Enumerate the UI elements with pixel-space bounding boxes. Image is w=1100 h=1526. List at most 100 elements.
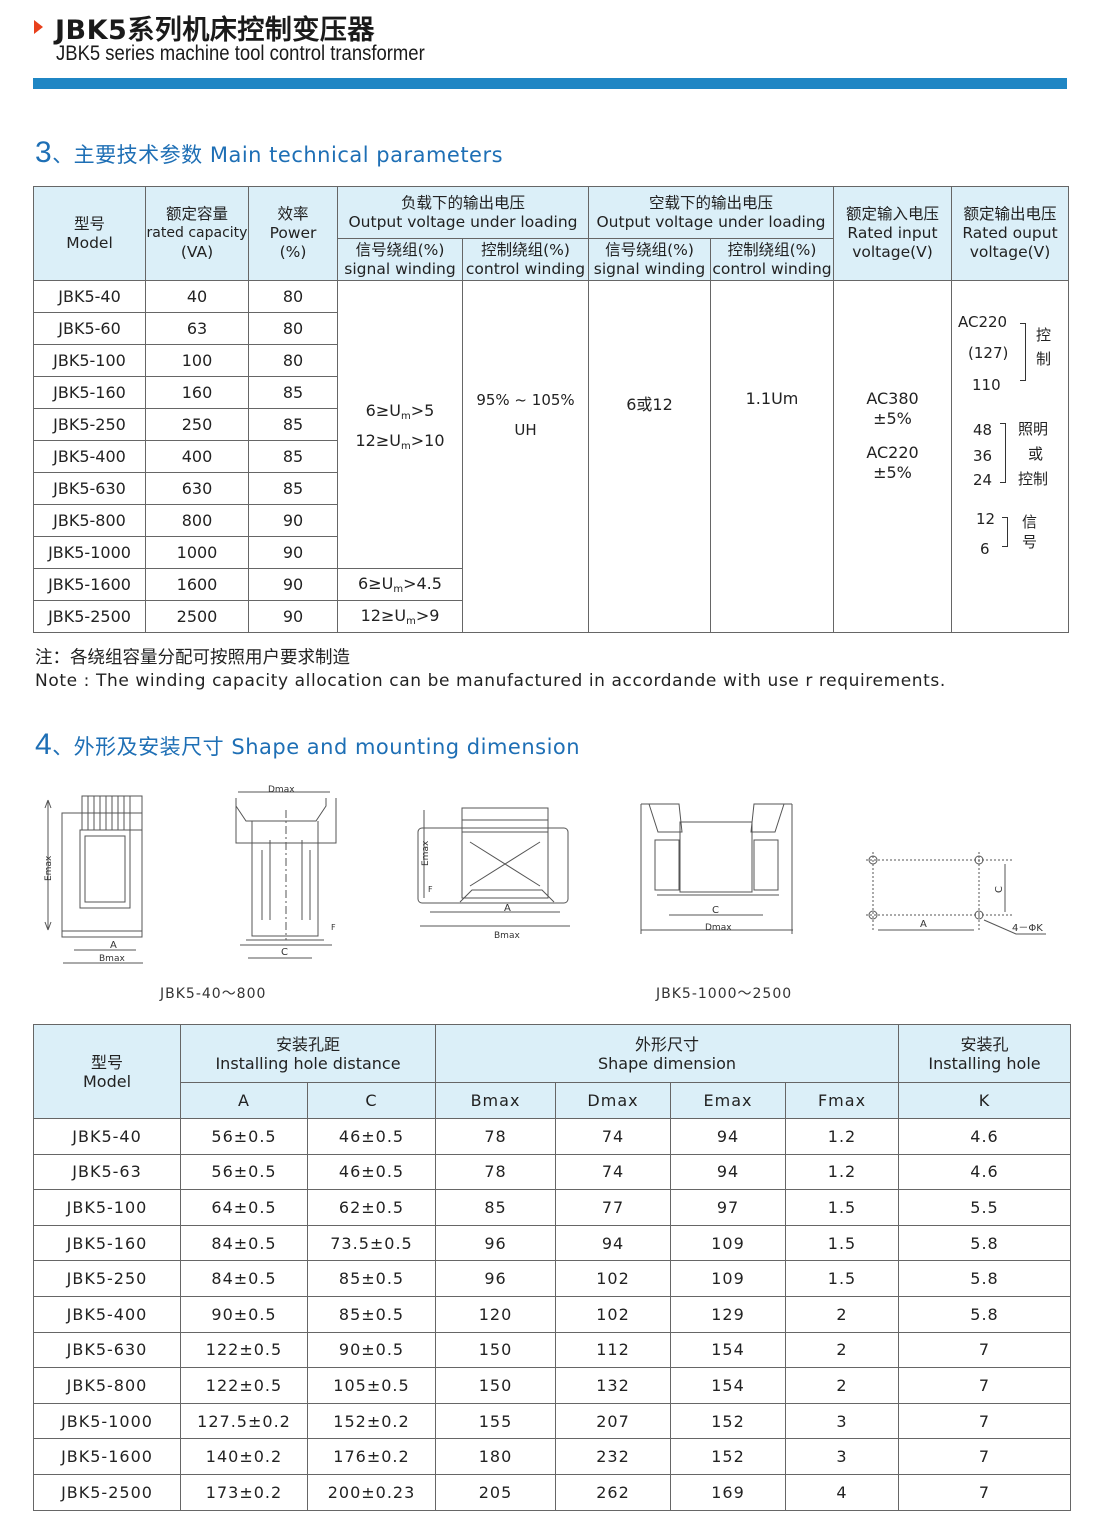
dmax-cell: 74 (555, 1153, 671, 1191)
k-cell: 7 (898, 1367, 1072, 1404)
subscript: m (400, 410, 411, 422)
voltage-range: 12≥Um>9 (338, 606, 462, 627)
bracket (1000, 423, 1006, 483)
section-4-heading: 4、外形及安装尺寸 Shape and mounting dimension (35, 728, 580, 762)
table-row: JBK5-630 630 85 (33, 472, 1069, 505)
dmax-cell: 102 (555, 1260, 671, 1297)
table-row: JBK5-250 250 85 (33, 408, 1069, 441)
text: UH (514, 421, 537, 439)
model-cell: JBK5-800 (33, 504, 146, 537)
emax-cell: 152 (670, 1438, 786, 1475)
table-row: JBK5-800 122±0.5 105±0.5 150 132 154 2 7 (33, 1367, 1072, 1404)
col-load-control: 控制绕组(%) control winding (462, 238, 589, 281)
efficiency-cell: 80 (248, 344, 338, 377)
a-cell: 64±0.5 (180, 1189, 308, 1226)
text: 6≥U (365, 400, 401, 420)
text: >9 (415, 606, 440, 625)
c-cell: 62±0.5 (307, 1189, 436, 1226)
model-cell: JBK5-800 (33, 1367, 181, 1404)
emax-cell: 109 (670, 1224, 786, 1262)
c-cell: 152±0.2 (307, 1402, 436, 1440)
drawing-front-large: Emax A Bmax F (417, 807, 570, 941)
table-row: JBK5-40 40 80 6≥Um>5 12≥Um>10 95% ~ 105% UH 6或1… (33, 280, 1069, 633)
parameters-table: 型号 Model 额定容量 rated capacity (VA) 效率 Power (%… (33, 186, 1069, 633)
col-noload-control: 控制绕组(%) control winding (710, 238, 834, 281)
a-cell: 56±0.5 (180, 1118, 308, 1155)
label-c-3: C (712, 905, 719, 916)
k-cell: 5.8 (898, 1295, 1072, 1333)
section-3-heading: 3、主要技术参数 Main technical parameters (35, 136, 503, 170)
model-cell: JBK5-100 (33, 1189, 181, 1226)
lighting-label: 控制 (1018, 470, 1049, 488)
lighting-voltage: 48 (973, 421, 993, 439)
k-cell: 5.8 (898, 1224, 1072, 1262)
label-c-4: C (994, 886, 1005, 893)
k-cell: 4.6 (898, 1118, 1072, 1155)
efficiency-cell: 85 (248, 408, 338, 441)
title-divider (33, 78, 1067, 89)
dmax-cell: 132 (555, 1367, 671, 1404)
a-cell: 84±0.5 (180, 1260, 308, 1297)
capacity-cell: 1000 (145, 536, 249, 569)
rated-input-cell: AC380 ±5% AC220 ±5% (833, 280, 952, 633)
col-noload-signal: 信号绕组(%) signal winding (588, 238, 711, 281)
bracket (1002, 517, 1008, 547)
k-cell: 4.6 (898, 1153, 1072, 1191)
dmax-cell: 232 (555, 1438, 671, 1475)
capacity-cell: 160 (145, 376, 249, 409)
col-a: A (180, 1082, 308, 1119)
table-row: JBK5-400 400 85 (33, 440, 1069, 473)
section-number: 3 (35, 136, 53, 169)
dmax-cell: 112 (555, 1331, 671, 1369)
dmax-cell: 74 (555, 1118, 671, 1155)
emax-cell: 129 (670, 1295, 786, 1333)
section-title: 、外形及安装尺寸 Shape and mounting dimension (52, 735, 581, 759)
bmax-cell: 150 (435, 1367, 556, 1404)
k-cell: 5.8 (898, 1260, 1072, 1297)
table-row: JBK5-250 84±0.5 85±0.5 96 102 109 1.5 5.8 (33, 1260, 1072, 1297)
lighting-label: 或 (1028, 445, 1044, 463)
label-f-2: F (428, 885, 433, 894)
col-fmax: Fmax (784, 1082, 900, 1119)
table-row: JBK5-1000 1000 90 (33, 536, 1069, 569)
bmax-cell: 78 (435, 1153, 556, 1191)
model-cell: JBK5-160 (33, 1224, 181, 1262)
drawing-hole-layout: C A 4－ΦK (866, 852, 1046, 935)
emax-cell: 154 (670, 1367, 786, 1404)
col-capacity: 额定容量 rated capacity (VA) (145, 186, 249, 281)
text: 12≥U (355, 430, 401, 450)
model-cell: JBK5-630 (33, 472, 146, 505)
text: >10 (410, 430, 445, 450)
col-dmax: Dmax (555, 1082, 671, 1119)
control-voltage: (127) (968, 344, 1009, 362)
col-load-voltage: 负载下的输出电压 Output voltage under loading (337, 186, 589, 239)
text: 6≥U (358, 574, 394, 593)
capacity-cell: 40 (145, 280, 249, 313)
bmax-cell: 205 (435, 1473, 556, 1511)
capacity-cell: 2500 (145, 600, 249, 633)
model-cell: JBK5-2500 (33, 1473, 181, 1511)
bmax-cell: 96 (435, 1224, 556, 1262)
a-cell: 90±0.5 (180, 1295, 308, 1333)
model-cell: JBK5-1000 (33, 536, 146, 569)
label-emax: Emax (44, 855, 54, 881)
fmax-cell: 3 (784, 1438, 900, 1475)
efficiency-cell: 80 (248, 312, 338, 345)
lighting-voltage: 36 (973, 447, 993, 465)
a-cell: 127.5±0.2 (180, 1402, 308, 1440)
model-cell: JBK5-400 (33, 440, 146, 473)
a-cell: 140±0.2 (180, 1438, 308, 1475)
text: ±5% (873, 463, 912, 482)
control-label: 控 (1036, 326, 1052, 344)
fmax-cell: 1.5 (784, 1189, 900, 1226)
model-cell: JBK5-2500 (33, 600, 146, 633)
emax-cell: 109 (670, 1260, 786, 1297)
table-row: JBK5-40 56±0.5 46±0.5 78 74 94 1.2 4.6 (33, 1118, 1072, 1155)
dimension-table: 型号 Model 安装孔距 Installing hole distance 外形尺… (33, 1024, 1072, 1511)
lighting-label: 照明 (1018, 420, 1049, 438)
emax-cell: 169 (670, 1473, 786, 1511)
label-dmax-3: Dmax (705, 923, 732, 933)
bmax-cell: 78 (435, 1118, 556, 1155)
section-number: 4 (35, 728, 53, 761)
fmax-cell: 1.5 (784, 1260, 900, 1297)
